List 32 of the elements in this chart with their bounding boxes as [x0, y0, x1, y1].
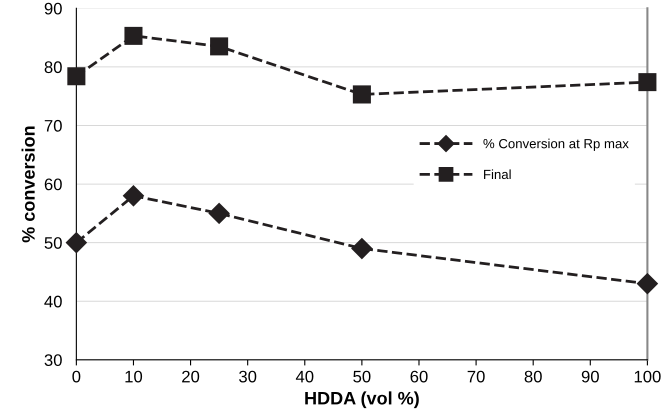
- x-tick-label: 20: [182, 370, 200, 382]
- x-tick-label: 30: [239, 370, 256, 382]
- point: [67, 67, 86, 86]
- y-tick-label: 60: [44, 178, 62, 190]
- y-tick-label: 30: [44, 354, 62, 366]
- x-tick-label: 100: [634, 370, 661, 382]
- x-tick-label: 80: [524, 370, 542, 382]
- point: [352, 85, 371, 104]
- point: [638, 73, 656, 92]
- point: [208, 202, 230, 224]
- y-tick-label: 40: [44, 296, 62, 308]
- legend-label: Final: [484, 169, 511, 180]
- x-tick-label: 90: [582, 370, 599, 382]
- point: [124, 26, 142, 45]
- y-tick-label: 70: [44, 120, 62, 132]
- y-axis-title: % conversion: [22, 126, 35, 242]
- point: [66, 232, 87, 254]
- x-tick-label: 0: [72, 370, 80, 382]
- y-tick-label: 80: [44, 61, 62, 74]
- x-tick-label: 40: [296, 370, 314, 382]
- legend-label: % Conversion at Rp max: [483, 138, 629, 151]
- point: [351, 238, 372, 260]
- x-tick-label: 50: [353, 370, 370, 382]
- x-tick-label: 60: [410, 370, 428, 382]
- x-tick-label: 70: [468, 370, 485, 382]
- point: [122, 185, 144, 206]
- point: [636, 273, 658, 294]
- y-tick-label: 90: [44, 2, 62, 15]
- x-tick-label: 10: [125, 370, 142, 382]
- point: [210, 37, 228, 56]
- x-axis-title: HDDA (vol %): [305, 391, 419, 408]
- y-tick-label: 50: [44, 237, 62, 249]
